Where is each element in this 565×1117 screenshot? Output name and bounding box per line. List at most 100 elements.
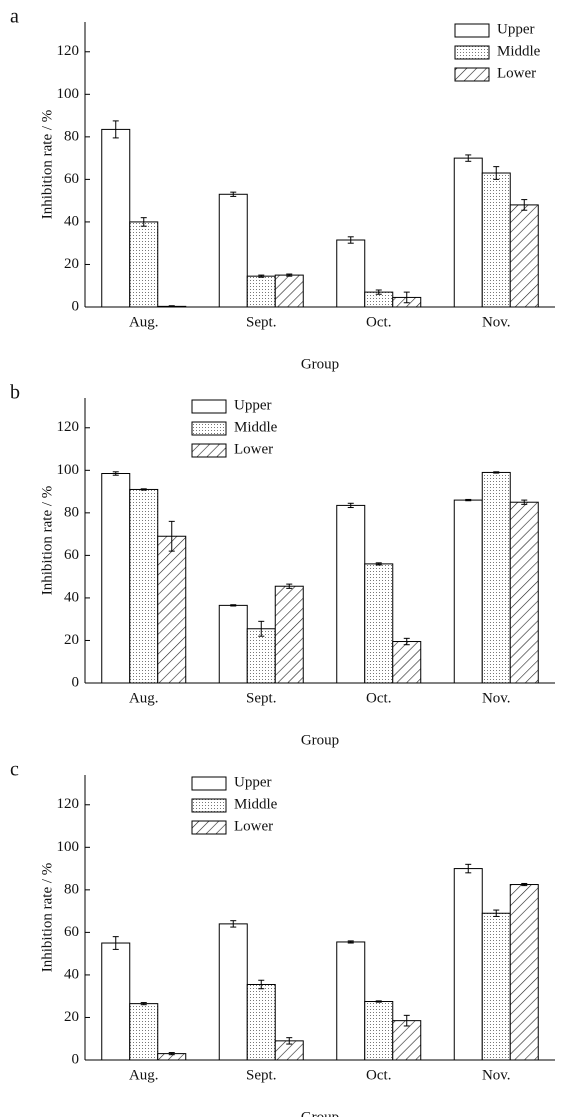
error-bar	[286, 1037, 293, 1045]
x-tick-label: Sept.	[246, 1067, 276, 1083]
bar	[509, 884, 539, 1061]
y-tick-label: 100	[57, 86, 80, 102]
bar	[101, 128, 131, 308]
bar	[129, 488, 159, 684]
y-tick-label: 0	[72, 298, 80, 314]
y-tick-label: 0	[72, 1051, 80, 1067]
bar	[218, 193, 248, 308]
error-bar	[521, 199, 528, 211]
error-bar	[168, 1052, 175, 1056]
legend-swatch	[191, 776, 227, 791]
error-bar	[347, 940, 354, 944]
y-tick-label: 40	[64, 213, 79, 229]
error-bar	[140, 217, 147, 227]
bar	[392, 1020, 422, 1061]
bar	[481, 471, 511, 684]
y-axis-label: Inhibition rate / %	[39, 486, 55, 596]
y-tick-label: 80	[64, 128, 79, 144]
x-tick-label: Oct.	[366, 1067, 391, 1083]
y-tick-label: 120	[57, 419, 80, 435]
y-tick-label: 20	[64, 256, 79, 272]
x-tick-label: Oct.	[366, 314, 391, 330]
legend-swatch	[191, 443, 227, 458]
y-tick-label: 40	[64, 966, 79, 982]
y-tick-label: 60	[64, 547, 79, 563]
bar	[129, 221, 159, 308]
legend-swatch	[191, 421, 227, 436]
bar	[129, 1003, 159, 1061]
error-bar	[375, 289, 382, 295]
x-tick-label: Sept.	[246, 690, 276, 706]
bar	[101, 942, 131, 1061]
error-bar	[403, 1014, 410, 1027]
x-axis-label: Group	[301, 356, 339, 372]
bar	[453, 499, 483, 684]
y-tick-label: 80	[64, 504, 79, 520]
bar	[453, 868, 483, 1061]
bar	[274, 585, 304, 684]
x-tick-label: Aug.	[129, 690, 159, 706]
y-tick-label: 120	[57, 796, 80, 812]
x-axis-label: Group	[301, 732, 339, 748]
bar	[274, 274, 304, 308]
error-bar	[112, 936, 119, 950]
panel-label: b	[10, 382, 20, 404]
bar	[509, 501, 539, 684]
error-bar	[521, 882, 528, 887]
x-tick-label: Nov.	[482, 1067, 511, 1083]
x-tick-label: Nov.	[482, 690, 511, 706]
x-tick-label: Oct.	[366, 690, 391, 706]
error-bar	[258, 979, 265, 990]
error-bar	[465, 863, 472, 874]
legend-label: Middle	[234, 419, 278, 435]
bar	[364, 563, 394, 684]
bar	[336, 941, 366, 1061]
bar	[364, 1001, 394, 1061]
x-axis-label: Group	[301, 1109, 339, 1117]
bar	[246, 983, 276, 1061]
legend-label: Lower	[234, 818, 273, 834]
y-tick-label: 20	[64, 632, 79, 648]
y-tick-label: 60	[64, 171, 79, 187]
error-bar	[347, 502, 354, 509]
error-bar	[140, 1002, 147, 1006]
legend-swatch	[191, 798, 227, 813]
legend-swatch	[191, 399, 227, 414]
y-tick-label: 40	[64, 589, 79, 605]
error-bar	[286, 273, 293, 277]
error-bar	[403, 637, 410, 646]
error-bar	[258, 620, 265, 637]
x-tick-label: Aug.	[129, 314, 159, 330]
error-bar	[521, 499, 528, 505]
error-bar	[403, 291, 410, 304]
bar	[481, 172, 511, 308]
legend-label: Middle	[234, 796, 278, 812]
error-bar	[112, 471, 119, 476]
legend-label: Upper	[234, 774, 272, 790]
legend-label: Lower	[497, 65, 536, 81]
error-bar	[493, 471, 500, 474]
y-tick-label: 60	[64, 924, 79, 940]
error-bar	[112, 120, 119, 139]
bar	[481, 912, 511, 1061]
y-axis-label: Inhibition rate / %	[39, 110, 55, 220]
y-tick-label: 100	[57, 839, 80, 855]
legend-label: Upper	[234, 397, 272, 413]
error-bar	[140, 488, 147, 491]
bar	[218, 923, 248, 1061]
y-axis-label: Inhibition rate / %	[39, 863, 55, 973]
bar	[336, 239, 366, 308]
bar	[157, 535, 187, 684]
legend-swatch	[454, 45, 490, 60]
y-tick-label: 100	[57, 462, 80, 478]
bar	[246, 275, 276, 308]
legend-label: Middle	[497, 43, 541, 59]
error-bar	[230, 920, 237, 928]
legend-swatch	[454, 67, 490, 82]
error-bar	[347, 236, 354, 244]
error-bar	[465, 154, 472, 162]
error-bar	[375, 1000, 382, 1003]
y-tick-label: 20	[64, 1009, 79, 1025]
